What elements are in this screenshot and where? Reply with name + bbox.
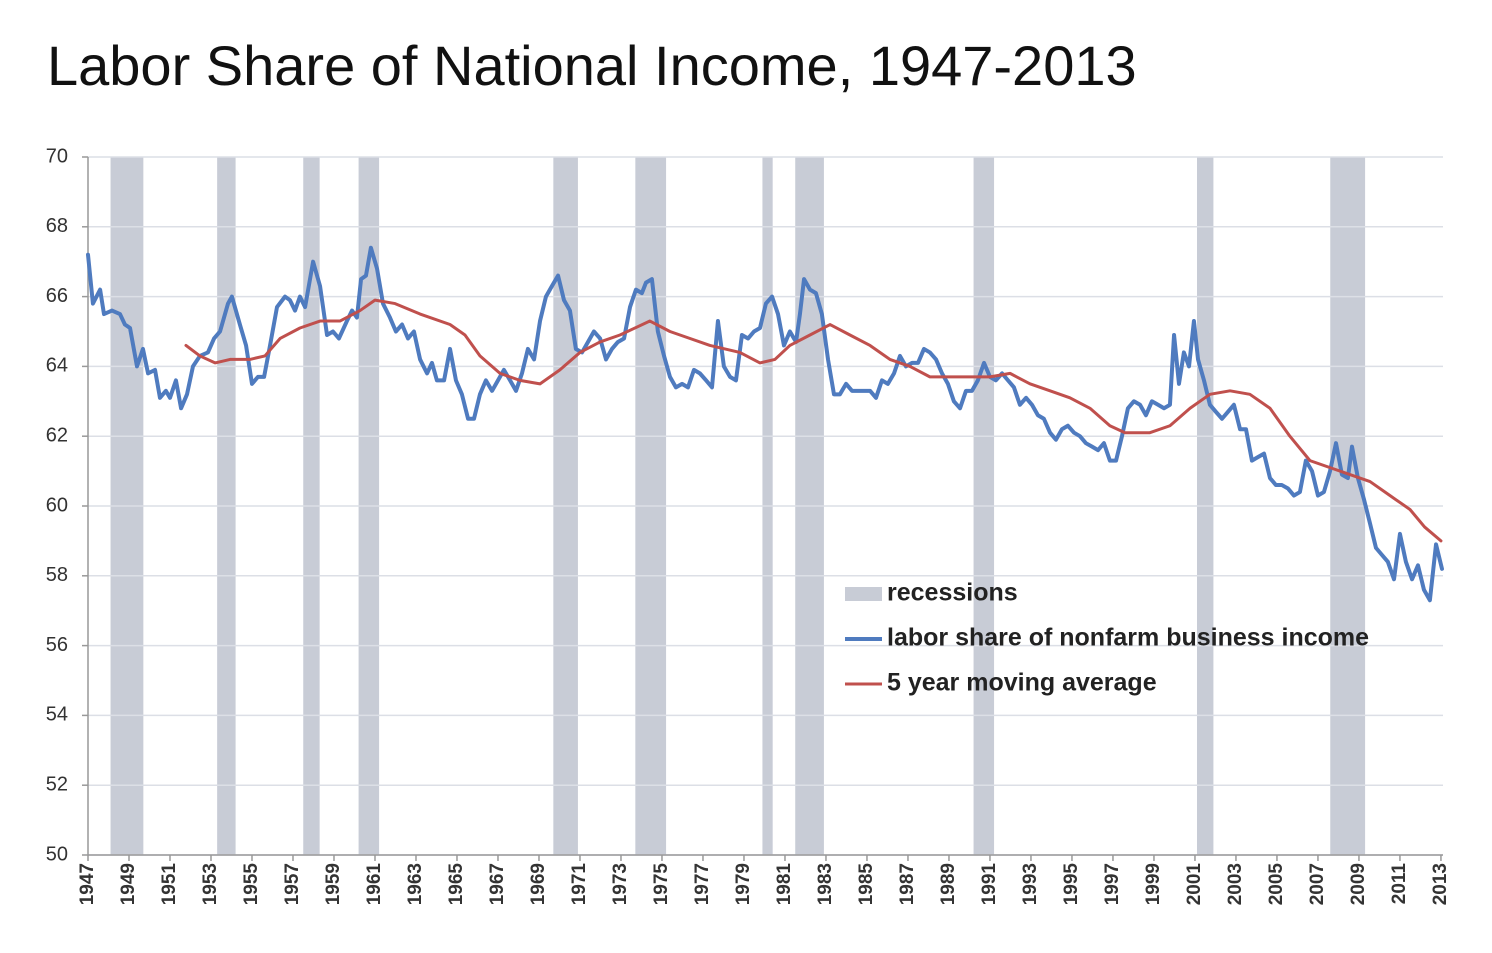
x-tick-label: 1957 <box>282 863 303 905</box>
x-tick-label: 1961 <box>364 863 385 906</box>
x-tick-label: 1983 <box>815 863 836 905</box>
chart-title: Labor Share of National Income, 1947-201… <box>47 34 1137 97</box>
x-tick-label: 2003 <box>1225 863 1246 905</box>
x-tick-label: 2005 <box>1266 863 1287 906</box>
x-tick-label: 1987 <box>897 863 918 905</box>
x-tick-label: 2007 <box>1307 863 1328 905</box>
x-tick-label: 1975 <box>651 863 672 906</box>
y-tick-label: 64 <box>46 355 68 377</box>
x-tick-label: 1993 <box>1020 863 1041 905</box>
y-tick-label: 50 <box>46 843 68 865</box>
y-tick-label: 60 <box>46 494 68 516</box>
x-tick-label: 1995 <box>1061 863 1082 906</box>
x-tick-label: 1971 <box>569 863 590 906</box>
y-tick-label: 54 <box>46 704 68 726</box>
y-tick-label: 62 <box>46 424 68 446</box>
x-tick-label: 1947 <box>77 863 98 905</box>
series-line <box>184 298 1443 543</box>
x-tick-label: 1973 <box>610 863 631 905</box>
x-tick-label: 1999 <box>1143 863 1164 905</box>
legend-label: recessions <box>887 579 1018 607</box>
y-tick-label: 70 <box>46 145 68 167</box>
x-tick-label: 1991 <box>979 863 1000 906</box>
x-tick-label: 1969 <box>528 863 549 905</box>
x-tick-label: 1989 <box>938 863 959 905</box>
x-tick-label: 1953 <box>200 863 221 905</box>
legend-swatch <box>845 587 882 601</box>
x-tick-label: 1963 <box>405 863 426 905</box>
x-tick-label: 1955 <box>241 863 262 906</box>
legend-label: labor share of nonfarm business income <box>887 624 1369 652</box>
x-tick-label: 1967 <box>487 863 508 905</box>
x-tick-label: 1997 <box>1102 863 1123 905</box>
x-tick-label: 1951 <box>159 863 180 906</box>
y-tick-label: 56 <box>46 634 68 656</box>
y-tick-label: 52 <box>46 773 68 795</box>
legend-label: 5 year moving average <box>887 669 1157 697</box>
x-tick-label: 2009 <box>1348 863 1369 905</box>
x-tick-label: 1985 <box>856 863 877 906</box>
x-tick-label: 1949 <box>118 863 139 905</box>
y-tick-label: 68 <box>46 215 68 237</box>
x-tick-label: 2013 <box>1430 863 1451 905</box>
x-tick-label: 1977 <box>692 863 713 905</box>
x-tick-label: 2011 <box>1389 863 1410 905</box>
x-tick-label: 1981 <box>774 863 795 906</box>
y-tick-label: 58 <box>46 564 68 586</box>
y-tick-label: 66 <box>46 285 68 307</box>
x-tick-label: 1979 <box>733 863 754 905</box>
series-line <box>86 245 1444 603</box>
x-tick-label: 1965 <box>446 863 467 906</box>
x-tick-label: 2001 <box>1184 863 1205 906</box>
x-tick-label: 1959 <box>323 863 344 905</box>
